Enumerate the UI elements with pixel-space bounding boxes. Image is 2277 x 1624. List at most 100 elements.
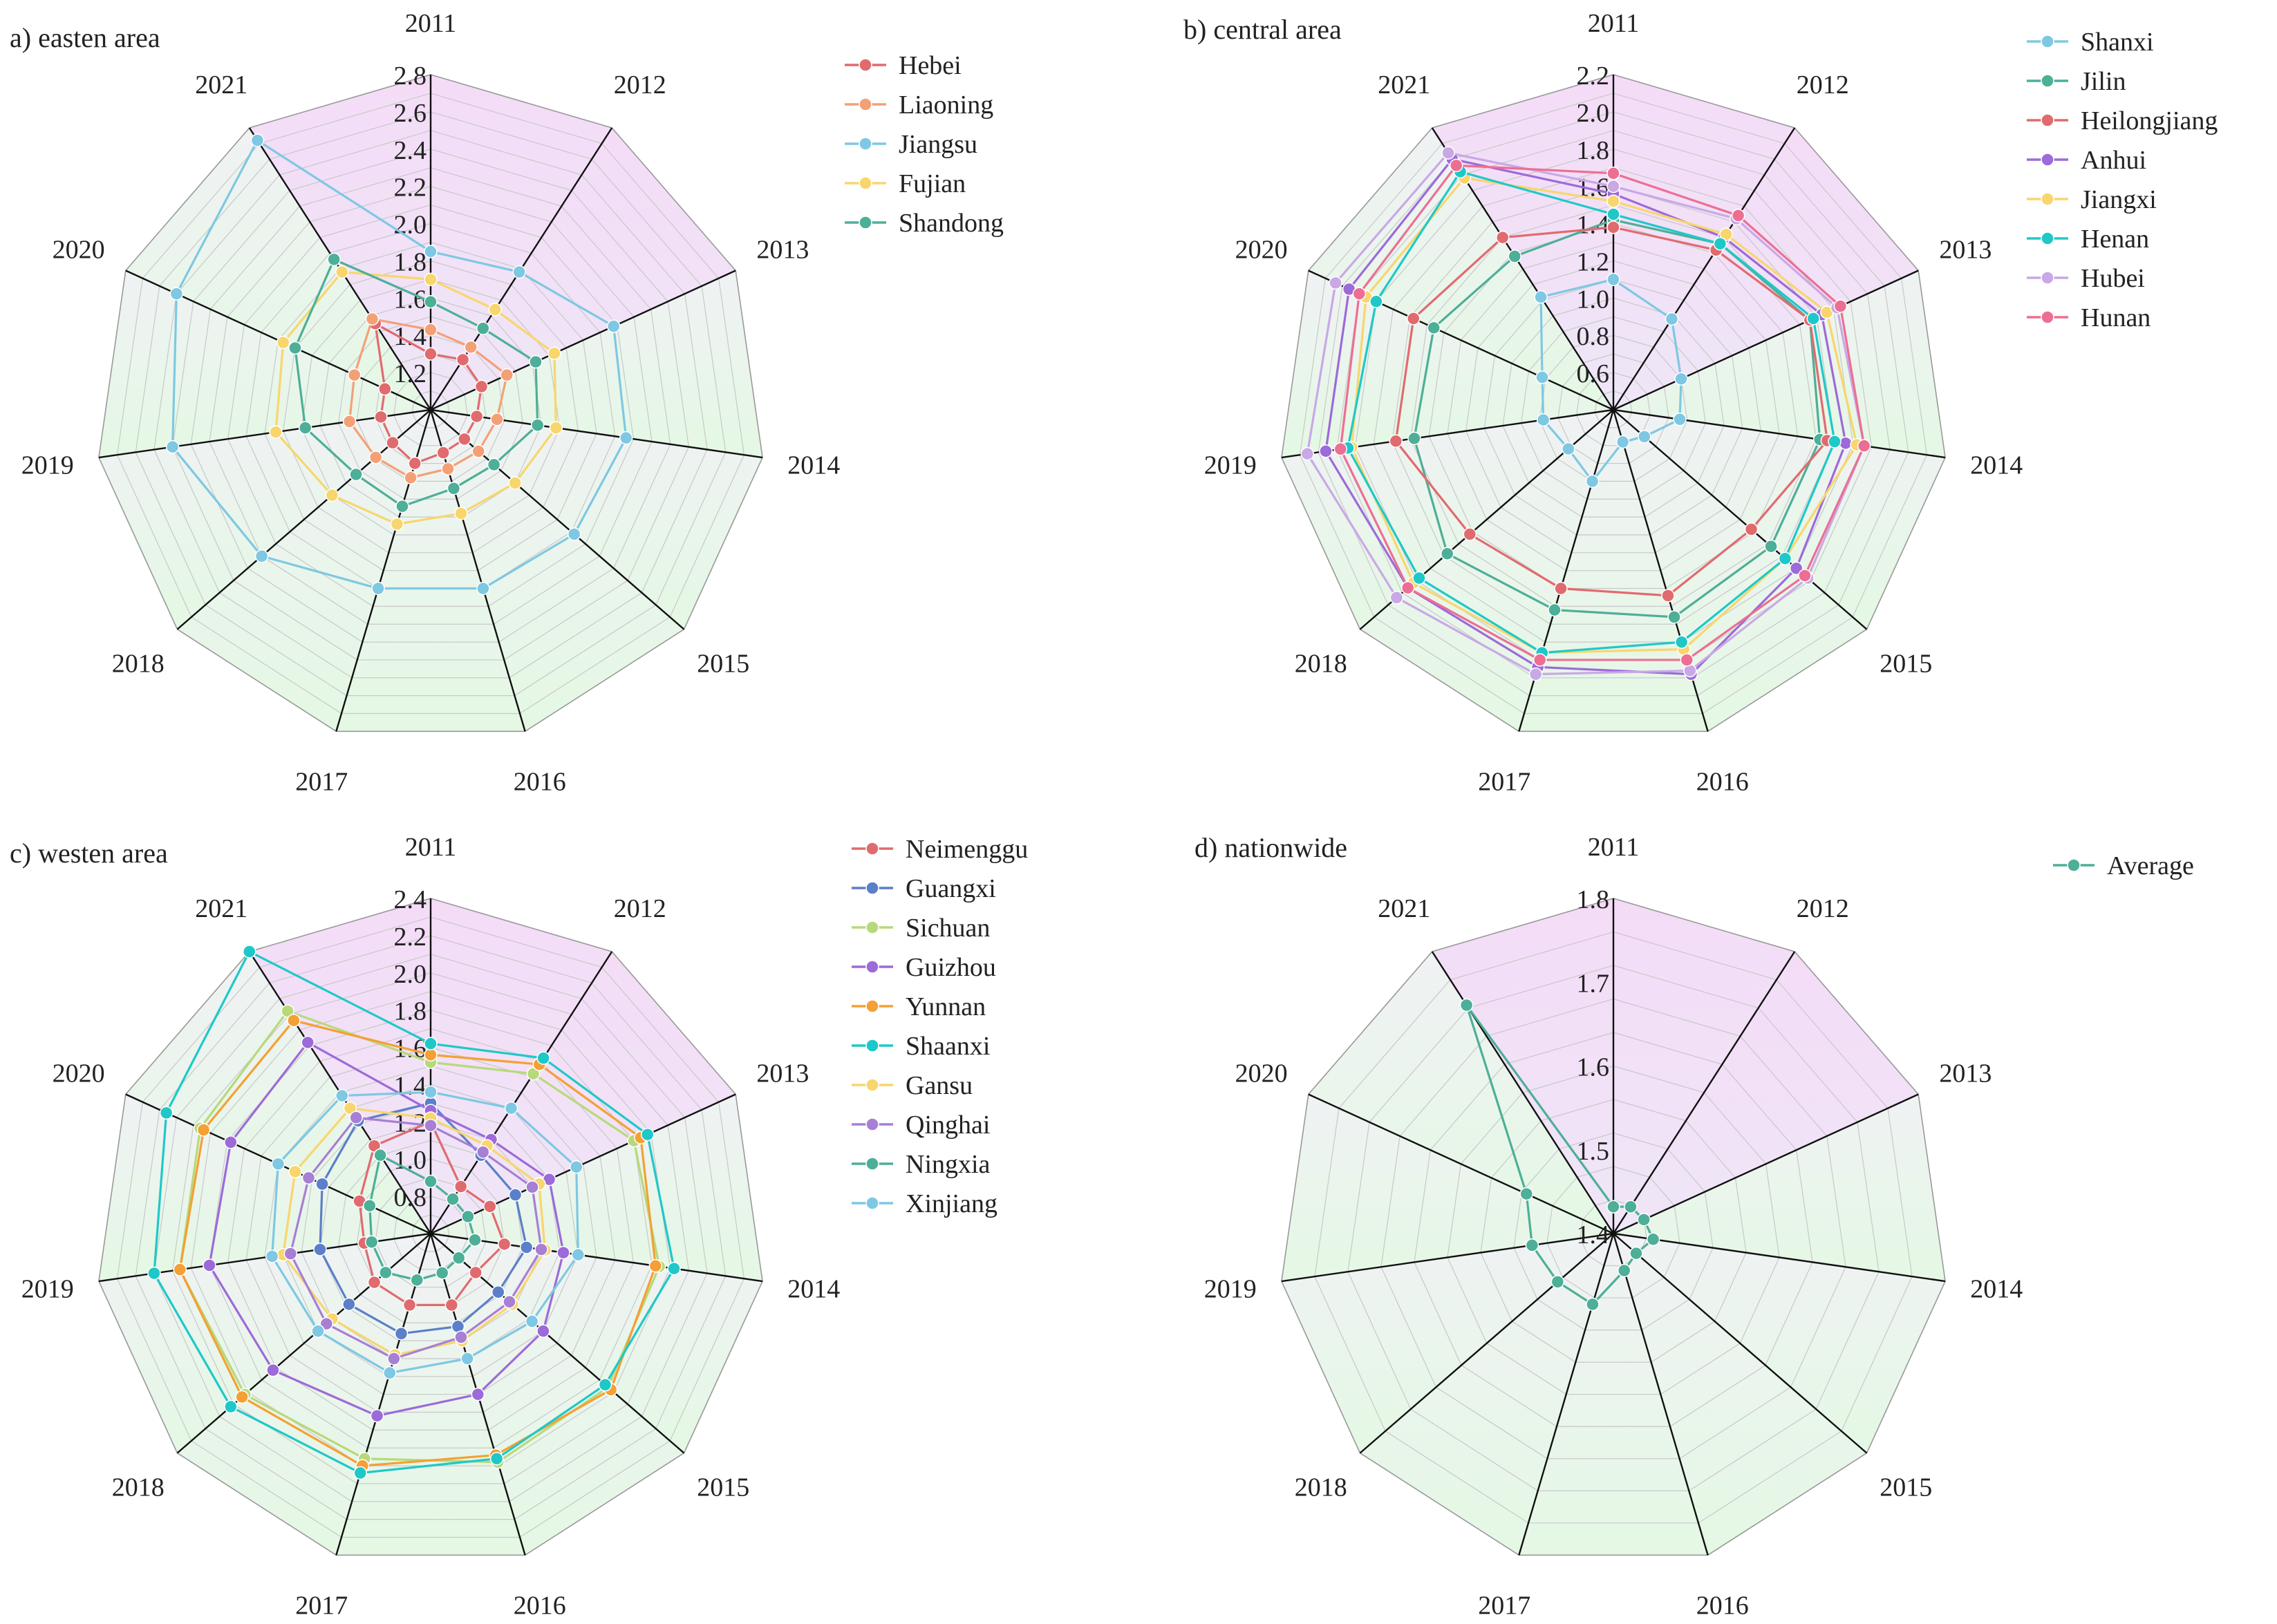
- series-line: [153, 950, 675, 1475]
- data-point: [1496, 230, 1510, 245]
- legend-swatch-marker: [865, 1117, 879, 1131]
- data-point: [556, 1245, 570, 1260]
- data-point: [1680, 653, 1694, 667]
- tick-label: 2.6: [394, 99, 427, 128]
- category-label: 2017: [295, 1591, 348, 1620]
- radar-gridline: [153, 954, 708, 1502]
- data-point: [424, 294, 438, 309]
- legend-label: Hubei: [2081, 264, 2145, 293]
- category-label: 2020: [1235, 235, 1288, 264]
- data-point: [349, 467, 363, 482]
- data-point: [1606, 1200, 1620, 1214]
- category-label: 2011: [1588, 9, 1640, 38]
- data-point: [327, 252, 341, 267]
- data-point: [335, 265, 349, 279]
- data-point: [606, 319, 621, 333]
- category-label: 2011: [405, 833, 457, 862]
- data-point: [424, 347, 438, 361]
- category-label: 2021: [195, 894, 247, 923]
- radar-sector: [1432, 898, 1613, 1234]
- data-point: [250, 133, 265, 147]
- category-label: 2013: [1939, 1059, 1992, 1088]
- data-point: [1637, 1213, 1651, 1227]
- series-line: [171, 138, 628, 590]
- radar-gridline: [1546, 1166, 1680, 1299]
- category-label: 2011: [1588, 833, 1640, 862]
- data-point: [1857, 439, 1871, 453]
- data-point: [347, 368, 362, 382]
- legend-swatch-marker: [865, 1157, 879, 1171]
- data-point: [483, 1200, 497, 1214]
- data-point: [1585, 474, 1600, 489]
- legend-label: Shanxi: [2081, 28, 2154, 57]
- category-label: 2016: [514, 1591, 566, 1620]
- data-point: [504, 1101, 518, 1115]
- radar-spoke: [1281, 1232, 1614, 1283]
- radar-gridline: [301, 278, 561, 536]
- series-line: [1413, 218, 1821, 619]
- data-point: [476, 1145, 490, 1159]
- legend-swatch-marker: [865, 920, 879, 934]
- panel-c-legend: Neimenggu Guangxi Sichuan Guizhou Yunnan Shaa…: [852, 835, 1028, 1218]
- category-label: 2018: [112, 650, 165, 679]
- radar-sector: [431, 1094, 763, 1282]
- data-point: [491, 1285, 505, 1299]
- data-point: [173, 1263, 187, 1276]
- radar-sector: [125, 127, 431, 410]
- data-point: [1719, 227, 1733, 241]
- category-label: 2015: [1880, 650, 1932, 679]
- data-point: [468, 1233, 482, 1247]
- data-point: [394, 1327, 409, 1341]
- radar-gridline: [1380, 998, 1846, 1460]
- radar-spoke: [1612, 1233, 1709, 1556]
- category-label: 2017: [1478, 1591, 1530, 1620]
- data-point: [371, 581, 385, 596]
- radar-gridline: [209, 186, 653, 625]
- radar-spoke: [430, 408, 763, 459]
- category-label: 2018: [112, 1473, 165, 1502]
- tick-label: 1.8: [394, 247, 427, 276]
- legend-swatch-marker: [859, 58, 872, 72]
- data-point: [363, 1198, 377, 1213]
- data-point: [1319, 444, 1333, 458]
- data-point: [1667, 610, 1681, 624]
- category-label: 2021: [195, 70, 247, 100]
- category-label: 2014: [1970, 451, 2023, 480]
- radar-spoke: [1613, 1232, 1946, 1283]
- radar-gridline: [1314, 931, 1913, 1524]
- data-point: [368, 451, 383, 464]
- data-point: [367, 1139, 382, 1153]
- legend-swatch-marker: [865, 999, 879, 1013]
- data-point: [536, 1324, 550, 1338]
- radar-sector: [1613, 410, 1867, 732]
- data-point: [343, 1101, 357, 1115]
- data-point: [390, 517, 404, 531]
- data-point: [471, 444, 485, 458]
- data-point: [147, 1266, 161, 1281]
- data-point: [424, 1174, 438, 1189]
- data-point: [508, 476, 522, 490]
- data-point: [1789, 561, 1803, 576]
- data-point: [1828, 435, 1842, 449]
- data-point: [1554, 581, 1568, 596]
- data-point: [469, 1265, 482, 1280]
- data-point: [1459, 998, 1474, 1012]
- data-point: [1778, 551, 1792, 566]
- data-point: [319, 1316, 334, 1331]
- data-point: [288, 1164, 302, 1179]
- radar-sector: [1613, 1234, 1867, 1556]
- data-point: [1806, 312, 1820, 325]
- legend-swatch-marker: [2041, 153, 2054, 167]
- category-label: 2013: [756, 1059, 809, 1088]
- radar-spoke: [430, 409, 685, 630]
- radar-gridline: [1557, 353, 1669, 464]
- data-point: [335, 1088, 349, 1103]
- radar-spoke: [1613, 1093, 1919, 1235]
- data-point: [648, 1259, 663, 1273]
- radar-sector: [1613, 1234, 1946, 1453]
- category-label: 2020: [53, 235, 105, 264]
- data-point: [667, 1261, 681, 1276]
- data-point: [374, 410, 388, 424]
- data-point: [1412, 571, 1426, 585]
- radar-sector: [1308, 951, 1613, 1234]
